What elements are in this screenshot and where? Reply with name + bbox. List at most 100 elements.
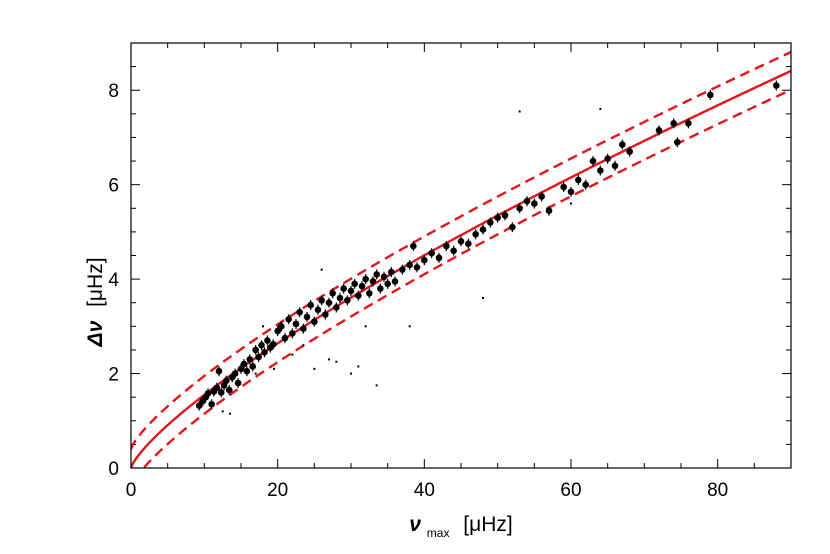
data-point bbox=[362, 275, 369, 283]
data-point-small bbox=[364, 325, 367, 328]
data-point bbox=[204, 390, 212, 397]
axis-ticks: 0 20 40 60 80 0 2 4 6 8 bbox=[108, 42, 792, 501]
data-point bbox=[501, 212, 509, 219]
data-point-small bbox=[482, 297, 484, 299]
data-point bbox=[303, 313, 311, 321]
data-point bbox=[384, 280, 391, 288]
data-point bbox=[231, 370, 239, 377]
y-tick-label: 4 bbox=[108, 270, 119, 291]
data-point bbox=[472, 230, 479, 238]
data-point bbox=[410, 242, 417, 250]
x-axis-symbol: ν bbox=[409, 513, 421, 536]
data-point-small bbox=[518, 110, 521, 113]
data-point bbox=[413, 264, 421, 271]
x-axis-unit: [μHz] bbox=[463, 513, 512, 536]
data-point bbox=[278, 323, 285, 330]
data-point bbox=[582, 181, 589, 188]
data-point bbox=[457, 238, 465, 245]
data-point bbox=[258, 341, 265, 349]
fit-band bbox=[129, 50, 792, 469]
data-point bbox=[285, 315, 292, 323]
data-point bbox=[261, 349, 268, 356]
data-point bbox=[509, 223, 516, 231]
data-point-small bbox=[599, 108, 602, 111]
svg-text:ν max [μHz]: ν max [μHz] bbox=[409, 513, 512, 542]
data-point bbox=[391, 278, 399, 285]
data-point bbox=[215, 367, 223, 375]
data-point bbox=[344, 297, 351, 304]
data-point-small bbox=[335, 360, 338, 363]
x-tick-label: 20 bbox=[267, 480, 288, 501]
data-point bbox=[269, 340, 277, 348]
data-point-small bbox=[357, 365, 360, 368]
data-point bbox=[487, 219, 494, 226]
data-point bbox=[560, 183, 567, 191]
data-point bbox=[264, 337, 271, 344]
data-point-small bbox=[221, 410, 224, 413]
data-point-small bbox=[291, 353, 294, 356]
x-axis-label: ν max [μHz] bbox=[409, 513, 512, 542]
data-point bbox=[340, 285, 347, 292]
x-tick-label: 0 bbox=[126, 480, 137, 501]
data-point bbox=[217, 389, 225, 396]
data-point bbox=[240, 360, 248, 368]
upper-bound-curve bbox=[129, 50, 792, 450]
data-point bbox=[325, 299, 333, 307]
data-point bbox=[366, 289, 373, 297]
x-tick-label: 80 bbox=[707, 480, 728, 501]
y-tick-label: 0 bbox=[108, 459, 119, 480]
data-point bbox=[538, 193, 545, 200]
data-point bbox=[281, 334, 289, 342]
data-point bbox=[333, 304, 340, 311]
data-points bbox=[195, 80, 780, 415]
data-point-small bbox=[570, 202, 572, 205]
data-point bbox=[274, 327, 281, 335]
data-point-small bbox=[328, 358, 330, 361]
y-tick-label: 6 bbox=[108, 176, 119, 197]
lower-bound-curve bbox=[143, 88, 792, 469]
data-point bbox=[307, 301, 314, 309]
data-point bbox=[329, 289, 336, 297]
data-point bbox=[255, 353, 262, 361]
x-axis-subscript: max bbox=[427, 526, 450, 540]
data-point bbox=[435, 254, 443, 262]
y-tick-label: 8 bbox=[108, 81, 119, 102]
data-point bbox=[347, 287, 355, 295]
data-point bbox=[292, 320, 300, 328]
data-point bbox=[380, 273, 388, 281]
data-point bbox=[531, 200, 538, 207]
data-point-small bbox=[302, 344, 305, 347]
data-point bbox=[223, 377, 230, 384]
data-point bbox=[670, 119, 677, 127]
data-point bbox=[311, 318, 318, 325]
data-point bbox=[523, 197, 531, 205]
data-point bbox=[443, 242, 450, 250]
data-point bbox=[243, 367, 251, 375]
data-point bbox=[351, 280, 358, 288]
y-axis-symbol: Δν bbox=[84, 320, 107, 347]
data-point bbox=[213, 384, 221, 392]
data-point bbox=[545, 207, 553, 214]
data-point bbox=[589, 157, 597, 165]
data-point bbox=[252, 346, 259, 354]
data-point bbox=[674, 138, 681, 146]
data-point bbox=[604, 155, 611, 162]
x-tick-label: 40 bbox=[414, 480, 435, 501]
data-point-small bbox=[408, 325, 411, 328]
y-tick-label: 2 bbox=[108, 365, 119, 386]
data-point bbox=[237, 365, 245, 373]
data-point bbox=[358, 282, 366, 290]
data-point-small bbox=[254, 372, 257, 375]
x-tick-label: 60 bbox=[560, 480, 581, 501]
data-point bbox=[369, 278, 377, 285]
data-point bbox=[655, 127, 663, 134]
data-point-small bbox=[375, 384, 378, 387]
data-point bbox=[421, 256, 428, 264]
data-point bbox=[619, 141, 626, 148]
data-point bbox=[318, 297, 325, 304]
data-point bbox=[208, 400, 215, 408]
fit-curve bbox=[129, 69, 792, 469]
data-point bbox=[516, 204, 523, 212]
data-point bbox=[567, 188, 575, 196]
